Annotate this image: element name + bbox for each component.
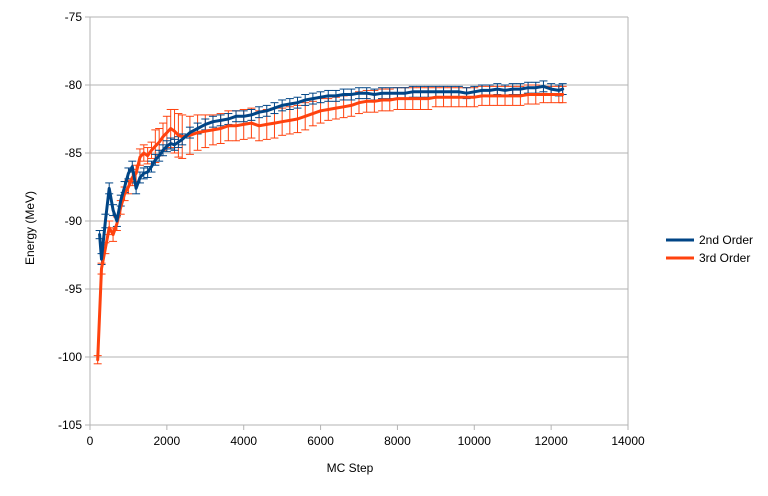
legend-label-2nd-order: 2nd Order (699, 233, 753, 247)
y-tick-label: -90 (65, 214, 83, 228)
y-tick-label: -75 (65, 10, 83, 24)
series-line-2nd-order (98, 84, 565, 261)
y-tick-label: -95 (65, 282, 83, 296)
x-tick-label: 8000 (384, 434, 411, 448)
x-axis-title: MC Step (327, 461, 374, 475)
legend-label-3rd-order: 3rd Order (699, 251, 750, 265)
y-tick-label: -85 (65, 146, 83, 160)
y-axis-title: Energy (MeV) (23, 191, 37, 265)
legend: 2nd Order 3rd Order (666, 233, 753, 265)
x-tick-label: 10000 (458, 434, 492, 448)
x-tick-label: 2000 (154, 434, 181, 448)
x-tick-label: 4000 (230, 434, 257, 448)
y-tick-label: -80 (65, 78, 83, 92)
error-bars (93, 80, 567, 365)
x-tick-label: 0 (87, 434, 94, 448)
y-tick-label: -105 (58, 418, 82, 432)
x-tick-label: 12000 (534, 434, 568, 448)
axes (85, 16, 629, 430)
grid-lines (90, 16, 628, 426)
y-tick-labels: -105 -100 -95 -90 -85 -80 -75 (58, 10, 82, 432)
x-tick-labels: 0 2000 4000 6000 8000 10000 12000 14000 (87, 434, 645, 448)
x-tick-label: 14000 (611, 434, 645, 448)
y-tick-label: -100 (58, 350, 82, 364)
series-lines (96, 84, 565, 362)
series-line-3rd-order (96, 93, 565, 362)
x-tick-label: 6000 (307, 434, 334, 448)
